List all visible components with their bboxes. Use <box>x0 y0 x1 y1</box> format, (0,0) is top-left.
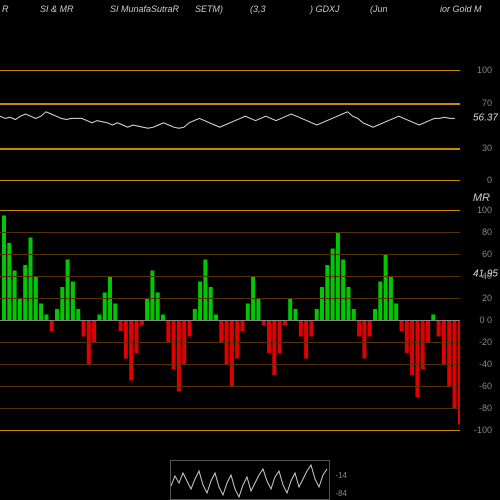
gridline <box>0 103 460 105</box>
mini-line-chart <box>171 461 331 500</box>
mini-panel: -14-84 <box>170 460 330 500</box>
header-text: R <box>2 4 9 14</box>
axis-label: 20 <box>482 293 492 303</box>
chart-header: R SI & MR SI MunafaSutraR SETM) (3,3 ) GDXJ (J… <box>0 4 500 18</box>
gridline <box>0 408 460 409</box>
axis-label: 70 <box>482 98 492 108</box>
rsi-line-panel: 1007030056.37 <box>0 70 460 180</box>
axis-label: 100 <box>477 65 492 75</box>
header-text: ior Gold M <box>440 4 482 14</box>
mini-axis-label: -14 <box>335 471 347 480</box>
gridline <box>0 254 460 255</box>
mr-bar-panel: MR 100806040200 0-20-40-60-80-10041.95 <box>0 210 460 430</box>
axis-label: 60 <box>482 249 492 259</box>
header-text: SI MunafaSutraR <box>110 4 179 14</box>
gridline <box>0 298 460 299</box>
axis-label: 100 <box>477 205 492 215</box>
gridline <box>0 430 460 431</box>
gridline <box>0 364 460 365</box>
gridline <box>0 180 460 181</box>
gridline <box>0 386 460 387</box>
header-text: ) GDXJ <box>310 4 340 14</box>
axis-label: -20 <box>479 337 492 347</box>
current-value: 41.95 <box>473 269 498 280</box>
axis-label: 80 <box>482 227 492 237</box>
gridline <box>0 276 460 277</box>
axis-label: 0 0 <box>479 315 492 325</box>
gridline <box>0 210 460 211</box>
header-text: SETM) <box>195 4 223 14</box>
gridline <box>0 342 460 343</box>
axis-label: -60 <box>479 381 492 391</box>
rsi-line-chart <box>0 70 460 180</box>
axis-label: -80 <box>479 403 492 413</box>
header-text: (3,3 <box>250 4 266 14</box>
header-text: SI & MR <box>40 4 74 14</box>
current-value: 56.37 <box>473 113 498 124</box>
axis-label: -100 <box>474 425 492 435</box>
axis-label: 30 <box>482 143 492 153</box>
gridline <box>0 70 460 71</box>
gridline <box>0 320 460 321</box>
gridline <box>0 232 460 233</box>
axis-label: -40 <box>479 359 492 369</box>
mr-label: MR <box>473 192 490 204</box>
mini-axis-label: -84 <box>335 489 347 498</box>
axis-label: 0 <box>487 175 492 185</box>
header-text: (Jun <box>370 4 388 14</box>
gridline <box>0 148 460 150</box>
